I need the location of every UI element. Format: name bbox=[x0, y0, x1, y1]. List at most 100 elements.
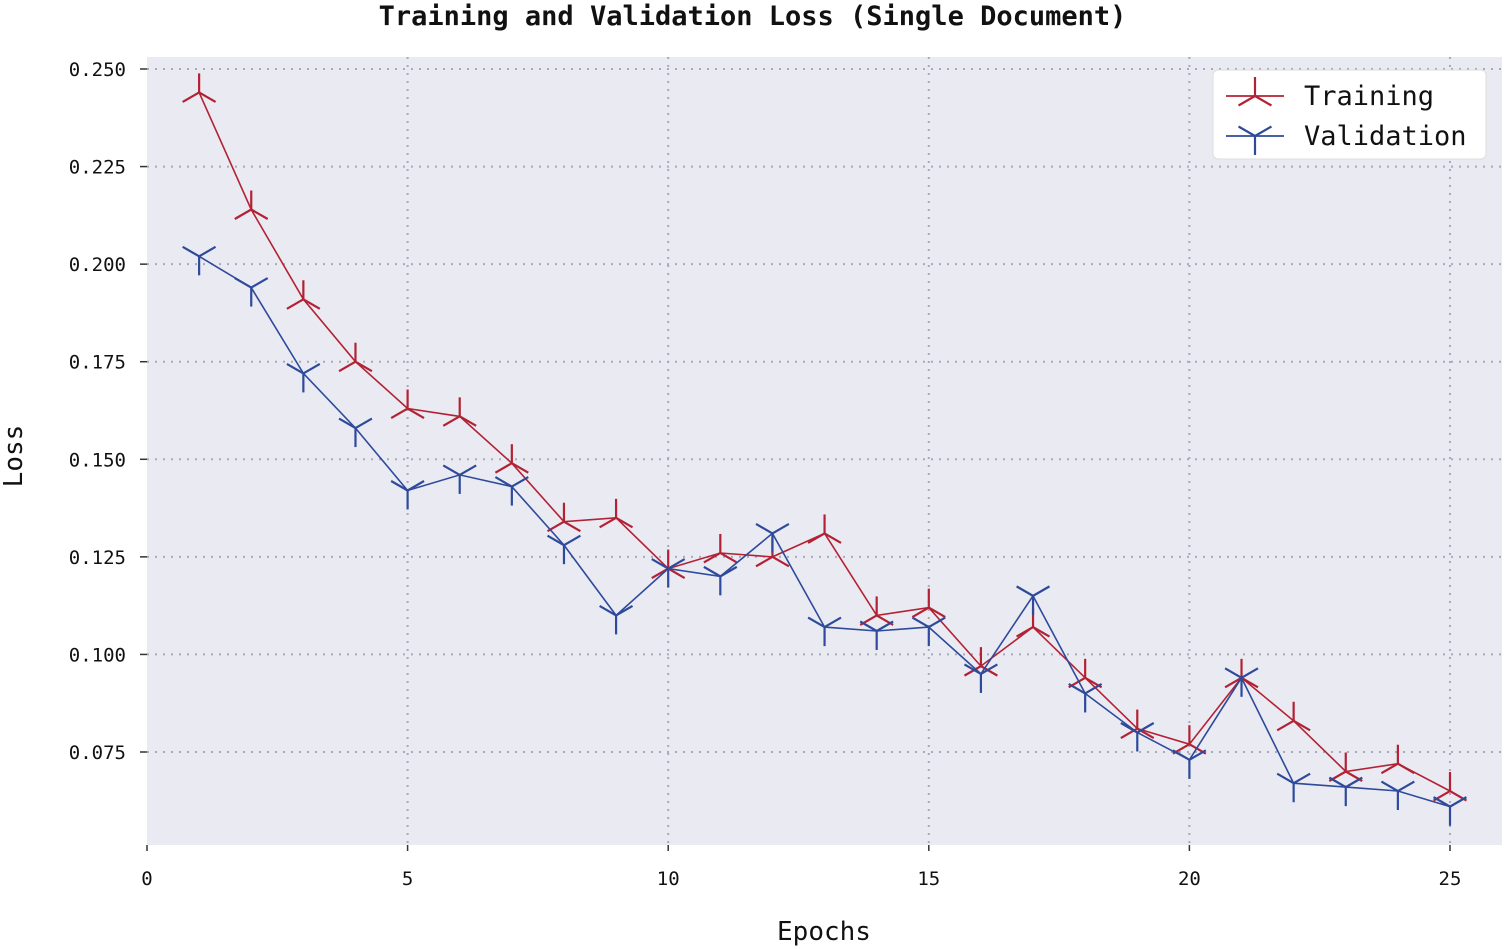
marker-arm bbox=[1032, 626, 1051, 638]
marker-arm bbox=[651, 558, 669, 570]
training-data-point bbox=[1224, 658, 1259, 689]
marker-arm bbox=[234, 277, 252, 289]
validation-data-point bbox=[911, 616, 946, 647]
training-data-point bbox=[599, 498, 634, 529]
marker-arm bbox=[494, 476, 513, 488]
validation-legend-marker bbox=[1237, 125, 1273, 155]
training-data-point bbox=[1276, 701, 1311, 732]
marker-arm bbox=[354, 417, 373, 430]
marker-arm bbox=[755, 555, 773, 568]
marker-arm bbox=[928, 606, 946, 619]
marker-arm bbox=[1084, 683, 1103, 695]
training-data-point bbox=[234, 190, 269, 220]
marker-arm bbox=[198, 91, 217, 103]
marker-arm bbox=[494, 462, 513, 474]
marker-arm bbox=[338, 417, 357, 430]
marker-arm bbox=[911, 616, 930, 629]
x-tick-label: 0 bbox=[141, 868, 152, 890]
marker-arm bbox=[390, 480, 409, 492]
marker-arm bbox=[615, 516, 634, 529]
marker-arm bbox=[667, 567, 686, 580]
validation-data-point bbox=[1380, 780, 1415, 811]
marker-arm bbox=[250, 277, 269, 289]
training-data-point bbox=[807, 514, 842, 544]
marker-arm bbox=[599, 516, 617, 529]
marker-arm bbox=[1068, 683, 1086, 695]
training-data-point bbox=[911, 588, 946, 619]
marker-arm bbox=[771, 522, 790, 535]
marker-arm bbox=[563, 520, 581, 533]
training-data-point bbox=[390, 389, 425, 420]
marker-arm bbox=[1032, 585, 1051, 597]
marker-arm bbox=[182, 91, 200, 103]
training-data-point bbox=[494, 444, 529, 474]
marker-arm bbox=[1380, 762, 1399, 775]
marker-arm bbox=[1188, 749, 1207, 761]
marker-arm bbox=[1237, 95, 1256, 107]
y-tick-label: 0.150 bbox=[69, 449, 126, 471]
marker-arm bbox=[1016, 585, 1034, 597]
validation-legend-label: Validation bbox=[1304, 121, 1467, 152]
marker-arm bbox=[198, 245, 217, 258]
validation-data-point bbox=[442, 464, 477, 494]
x-tick-label: 25 bbox=[1439, 868, 1462, 890]
plot-area bbox=[147, 57, 1502, 845]
validation-data-point bbox=[651, 558, 686, 588]
grid-lines bbox=[147, 57, 1502, 845]
validation-data-point bbox=[338, 417, 373, 448]
training-data-point bbox=[703, 533, 738, 564]
y-axis-label: Loss bbox=[0, 425, 29, 488]
validation-data-point bbox=[703, 565, 738, 596]
validation-data-point bbox=[546, 534, 581, 565]
marker-arm bbox=[1224, 676, 1243, 689]
marker-arm bbox=[442, 415, 461, 427]
marker-arm bbox=[459, 464, 477, 476]
marker-arm bbox=[1328, 776, 1347, 789]
x-tick-label: 20 bbox=[1178, 868, 1201, 890]
marker-arm bbox=[511, 476, 529, 488]
x-axis-label: Epochs bbox=[777, 917, 871, 947]
axis-ticks: 0 5 10 15 20 25 0.075 0.100 0.125 0.150 0.175 0.200… bbox=[69, 59, 1462, 890]
training-data-point bbox=[338, 342, 373, 373]
validation-data-point bbox=[1276, 772, 1311, 803]
marker-arm bbox=[876, 620, 894, 632]
marker-arm bbox=[755, 522, 773, 535]
marker-arm bbox=[1254, 95, 1273, 107]
marker-arm bbox=[1120, 722, 1138, 734]
marker-arm bbox=[1380, 780, 1399, 792]
marker-arm bbox=[1254, 125, 1273, 137]
training-legend-label: Training bbox=[1304, 81, 1434, 112]
y-tick-label: 0.100 bbox=[69, 644, 126, 666]
marker-arm bbox=[1293, 772, 1311, 785]
marker-arm bbox=[1276, 719, 1295, 732]
validation-data-point bbox=[859, 620, 894, 651]
marker-arm bbox=[511, 462, 529, 474]
validation-data-point bbox=[494, 476, 529, 506]
chart-title: Training and Validation Loss (Single Doc… bbox=[378, 1, 1127, 32]
marker-arm bbox=[390, 407, 409, 420]
marker-arm bbox=[703, 565, 721, 578]
y-tick-label: 0.175 bbox=[69, 352, 126, 374]
y-tick-label: 0.250 bbox=[69, 59, 126, 81]
training-data-point bbox=[963, 647, 998, 677]
marker-arm bbox=[1240, 676, 1259, 689]
marker-arm bbox=[354, 360, 373, 373]
marker-arm bbox=[563, 534, 581, 547]
marker-arm bbox=[963, 663, 982, 675]
marker-arm bbox=[599, 604, 617, 617]
marker-arm bbox=[980, 663, 998, 675]
validation-data-point bbox=[755, 522, 790, 553]
marker-arm bbox=[1136, 722, 1155, 734]
marker-arm bbox=[928, 616, 946, 629]
marker-arm bbox=[824, 532, 842, 544]
marker-arm bbox=[1237, 125, 1256, 137]
marker-arm bbox=[302, 362, 321, 375]
validation-data-point bbox=[1120, 722, 1155, 752]
marker-arm bbox=[859, 620, 878, 632]
marker-arm bbox=[302, 298, 321, 310]
validation-data-point bbox=[286, 362, 321, 393]
marker-arm bbox=[807, 532, 826, 544]
marker-arm bbox=[1224, 667, 1243, 679]
validation-data-point bbox=[807, 616, 842, 647]
